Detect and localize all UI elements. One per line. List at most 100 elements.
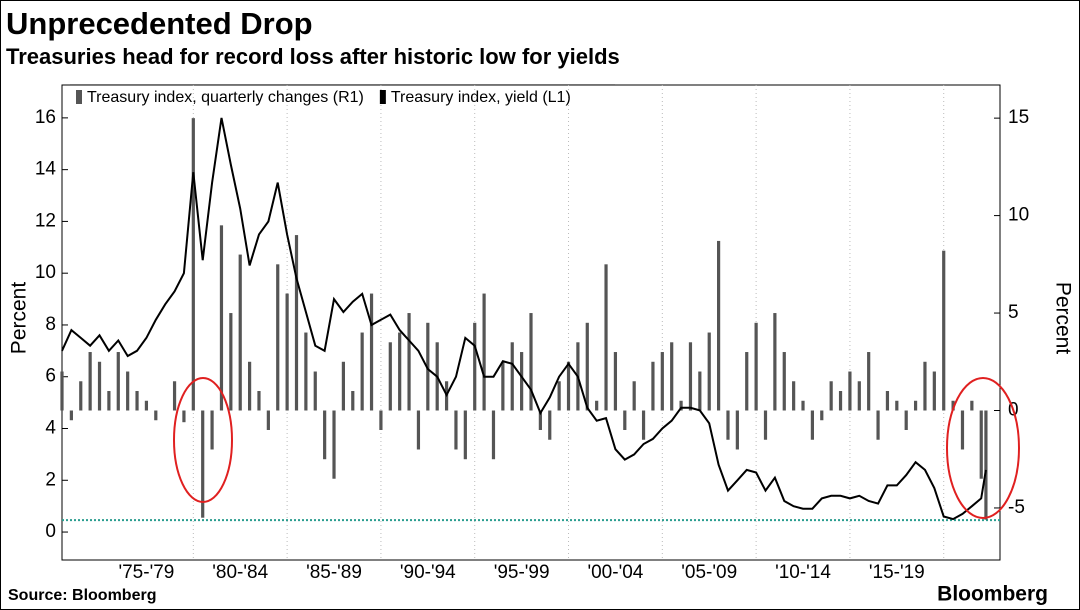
bar — [144, 400, 149, 411]
highlight-circle — [946, 377, 1020, 519]
bar — [126, 371, 130, 411]
bar — [407, 313, 411, 411]
bar — [473, 322, 477, 411]
bar — [454, 410, 458, 450]
bar — [735, 410, 739, 450]
bar — [426, 322, 430, 411]
bar — [754, 322, 758, 411]
bar — [69, 410, 73, 421]
bar — [191, 118, 195, 411]
line — [61, 117, 987, 521]
bar — [679, 400, 683, 411]
bar — [792, 381, 796, 411]
bar — [388, 342, 392, 411]
y-tick-label: 8 — [45, 314, 56, 335]
bar — [88, 352, 92, 411]
bar — [820, 410, 824, 421]
bar — [688, 342, 693, 411]
bar — [923, 361, 927, 411]
bar — [266, 410, 270, 430]
bar — [848, 371, 852, 411]
bar — [360, 332, 364, 411]
bar — [351, 391, 355, 411]
bar — [984, 410, 988, 520]
bar — [182, 410, 186, 423]
y2-tick-label: -5 — [1008, 497, 1025, 518]
bar — [595, 400, 599, 411]
chart-title: Unprecedented Drop — [6, 6, 313, 41]
source: Source: Bloomberg — [8, 587, 156, 604]
bar — [79, 381, 83, 411]
bar — [97, 361, 102, 411]
bar — [698, 371, 702, 411]
bar — [276, 264, 280, 411]
bar — [248, 361, 252, 411]
bar — [773, 313, 777, 411]
y-tick-label: 4 — [45, 418, 56, 439]
bar — [60, 371, 64, 411]
bar — [932, 371, 936, 411]
bar — [172, 381, 177, 411]
bar — [201, 410, 205, 518]
x-tick-label: '05-'09 — [681, 562, 737, 583]
bar — [238, 254, 242, 411]
bar — [867, 352, 871, 411]
y-axis-label: Percent — [8, 282, 31, 355]
x-tick-label: '90-'94 — [400, 562, 456, 583]
bar — [632, 381, 636, 411]
y-tick-label: 0 — [45, 521, 56, 542]
bar — [717, 240, 721, 411]
highlight-circle — [173, 377, 233, 503]
bar — [857, 381, 861, 411]
bar — [876, 410, 880, 440]
brand: Bloomberg — [937, 583, 1048, 606]
chart-subtitle: Treasuries head for record loss after hi… — [6, 44, 620, 69]
bar — [107, 391, 111, 411]
bar — [210, 410, 214, 450]
bar — [229, 313, 233, 411]
bar — [829, 381, 833, 411]
x-tick-label: '10-'14 — [775, 562, 831, 583]
bar — [970, 400, 974, 411]
bar — [726, 410, 730, 440]
bar — [557, 381, 561, 411]
bar — [651, 361, 655, 411]
y-tick-label: 12 — [35, 210, 56, 231]
bar — [529, 313, 533, 411]
bar — [660, 352, 664, 411]
bar — [707, 332, 711, 411]
bar — [548, 410, 552, 440]
bar — [501, 361, 505, 411]
bar — [979, 410, 983, 479]
bar — [219, 225, 224, 411]
bar — [885, 391, 890, 411]
bar — [416, 410, 421, 450]
bar — [838, 391, 843, 411]
legend-swatch — [379, 90, 386, 104]
bar — [623, 410, 627, 430]
x-tick-label: '95-'99 — [494, 562, 550, 583]
bar — [341, 361, 345, 411]
bar — [491, 410, 496, 460]
x-tick-label: '00-'04 — [587, 562, 643, 583]
bar — [398, 332, 402, 411]
y-tick-label: 10 — [35, 262, 56, 283]
bar — [154, 410, 158, 421]
y-tick-label: 14 — [35, 159, 57, 180]
y-tick-label: 2 — [45, 469, 56, 490]
y2-axis-label: Percent — [1051, 282, 1074, 355]
bar — [904, 410, 908, 430]
bar — [369, 293, 374, 411]
bar — [257, 391, 261, 411]
bar — [116, 352, 120, 411]
bar — [304, 332, 308, 411]
bar — [604, 264, 608, 411]
bar — [810, 410, 814, 440]
bar — [895, 400, 899, 411]
x-tick-label: '75-'79 — [118, 562, 174, 583]
bar — [670, 342, 674, 411]
bar — [942, 250, 946, 411]
bar — [510, 342, 514, 411]
bar — [960, 410, 965, 450]
legend-label: Treasury index, yield (L1) — [391, 89, 571, 106]
